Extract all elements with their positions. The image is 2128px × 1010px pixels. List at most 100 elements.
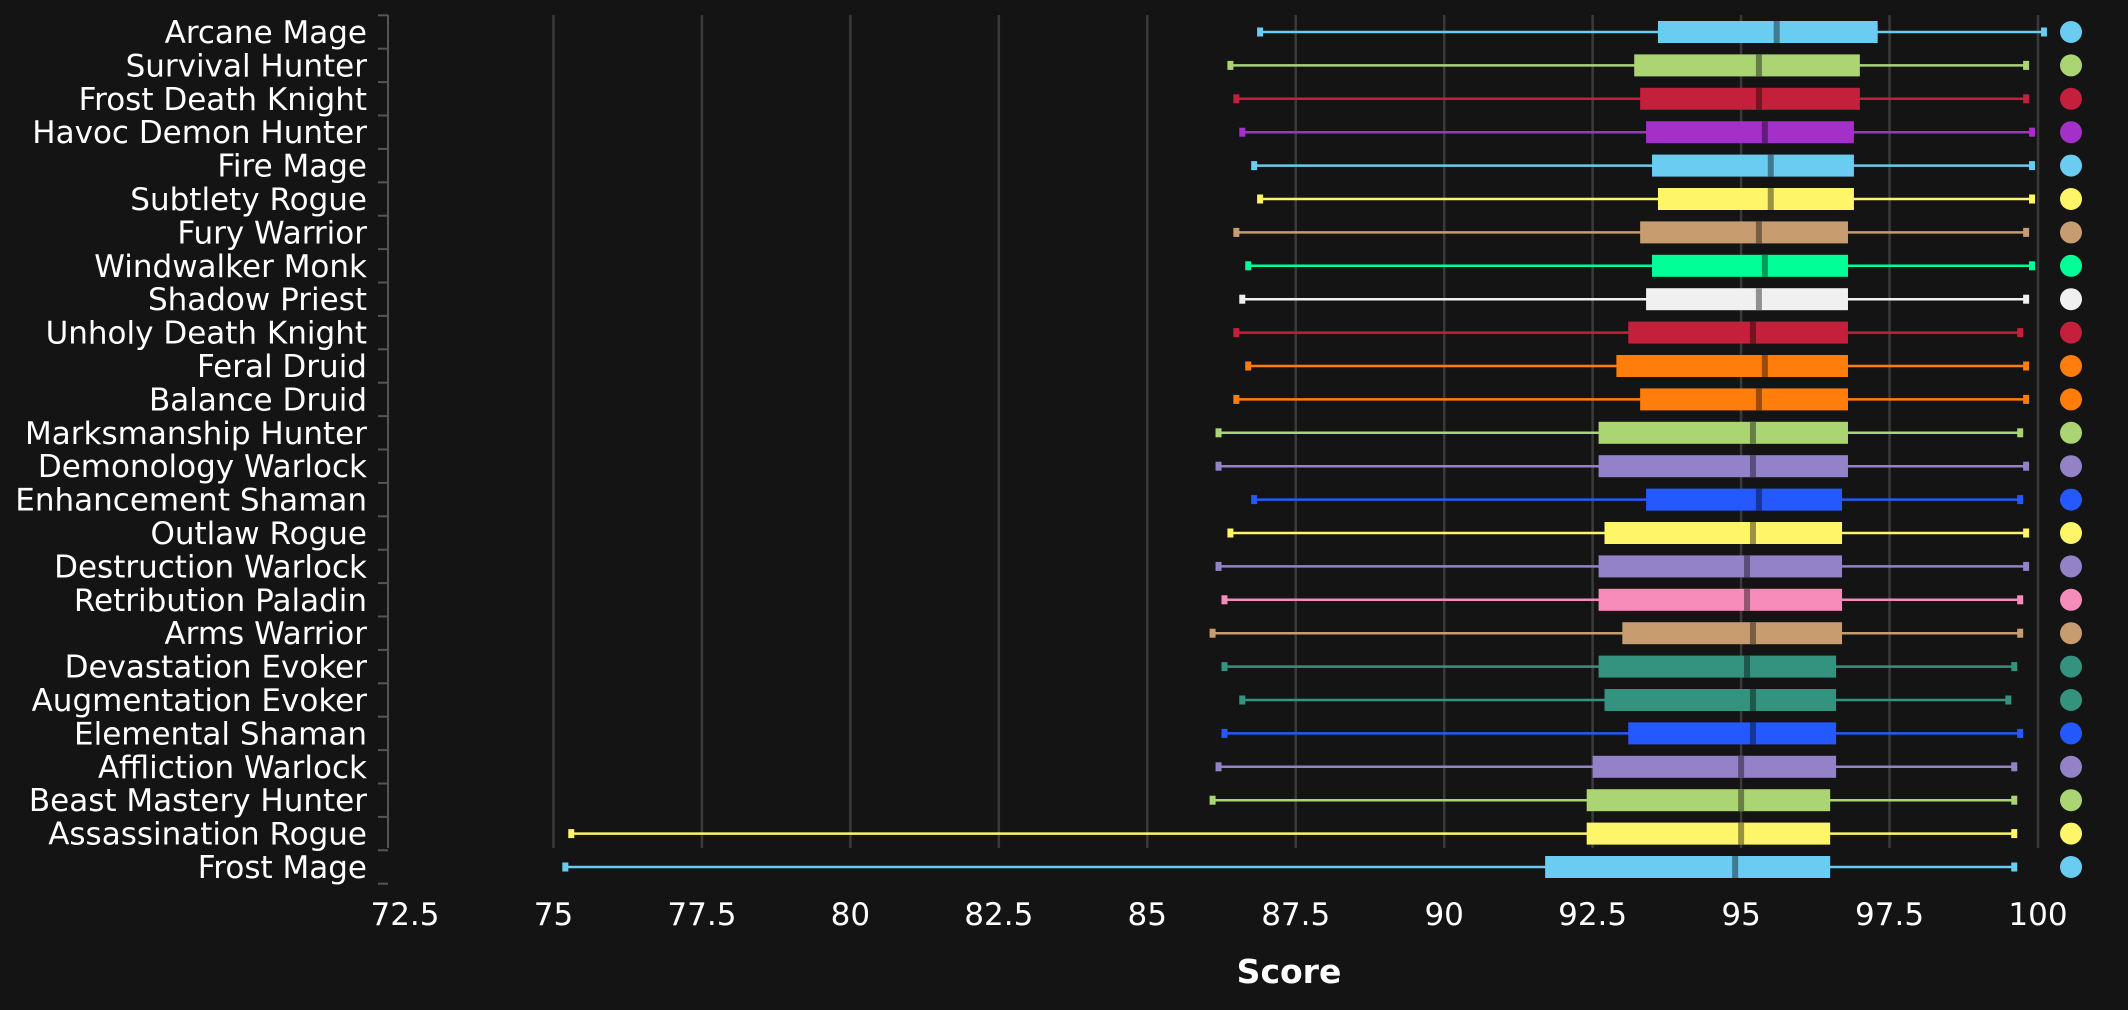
whisker-min-cap xyxy=(1257,194,1264,204)
whisker-min-cap xyxy=(1257,27,1264,37)
iqr-box xyxy=(1622,622,1843,645)
legend-dot xyxy=(2060,388,2082,411)
iqr-box xyxy=(1598,455,1848,478)
legend-dot xyxy=(2060,822,2082,845)
median-marker xyxy=(1767,154,1774,177)
category-label: Elemental Shaman xyxy=(74,716,367,752)
box-row xyxy=(1251,154,2036,177)
whisker-min-cap xyxy=(1221,728,1228,738)
median-marker xyxy=(1749,722,1756,745)
whisker-min-cap xyxy=(1233,94,1240,104)
category-label: Shadow Priest xyxy=(148,282,367,318)
legend-dot xyxy=(2060,789,2082,812)
iqr-box xyxy=(1657,188,1854,210)
x-tick-label: 87.5 xyxy=(1261,897,1330,933)
iqr-box xyxy=(1616,355,1848,377)
box-row xyxy=(1221,655,2018,678)
median-marker xyxy=(1744,588,1751,611)
box-row xyxy=(1233,321,2024,344)
legend-dot xyxy=(2060,522,2082,544)
median-marker xyxy=(1761,355,1768,377)
whisker-max-cap xyxy=(2023,60,2030,70)
category-label: Frost Mage xyxy=(198,850,367,886)
median-marker xyxy=(1773,21,1780,43)
category-label: Havoc Demon Hunter xyxy=(32,115,367,151)
whisker-min-cap xyxy=(1221,662,1228,672)
legend-dot xyxy=(2060,87,2082,110)
whisker-max-cap xyxy=(2011,829,2018,839)
legend-dot xyxy=(2060,321,2082,344)
box-row xyxy=(1251,488,2024,511)
category-label: Feral Druid xyxy=(197,349,367,385)
legend-markers xyxy=(2060,21,2082,878)
category-label: Survival Hunter xyxy=(126,48,368,84)
median-marker xyxy=(1749,455,1756,478)
x-tick-label: 85 xyxy=(1128,897,1167,933)
iqr-box xyxy=(1640,87,1860,110)
median-marker xyxy=(1738,822,1745,845)
legend-dot xyxy=(2060,488,2082,511)
whisker-max-cap xyxy=(2023,294,2030,304)
iqr-box xyxy=(1634,54,1860,77)
median-marker xyxy=(1749,421,1756,444)
whisker-min-cap xyxy=(568,829,575,839)
whisker-max-cap xyxy=(2017,728,2024,738)
median-marker xyxy=(1755,87,1762,110)
box-row xyxy=(1233,388,2030,411)
iqr-box xyxy=(1586,822,1831,845)
legend-dot xyxy=(2060,722,2082,745)
category-label: Augmentation Evoker xyxy=(32,683,368,719)
whisker-max-cap xyxy=(2011,795,2018,805)
whisker-max-cap xyxy=(2023,528,2030,538)
median-marker xyxy=(1744,555,1751,578)
category-label: Devastation Evoker xyxy=(65,650,368,686)
legend-dot xyxy=(2060,21,2082,43)
iqr-box xyxy=(1652,154,1854,177)
box-row xyxy=(1215,421,2024,444)
whisker-min-cap xyxy=(1245,361,1252,371)
median-marker xyxy=(1749,689,1756,711)
median-marker xyxy=(1732,856,1739,878)
box-row xyxy=(1257,21,2047,43)
category-label: Assassination Rogue xyxy=(48,817,367,853)
box-row xyxy=(1227,54,2030,77)
category-label: Unholy Death Knight xyxy=(46,316,367,352)
x-tick-label: 77.5 xyxy=(667,897,736,933)
category-label: Outlaw Rogue xyxy=(150,516,367,552)
legend-dot xyxy=(2060,54,2082,77)
box-row xyxy=(1221,588,2024,611)
box-row xyxy=(1245,254,2036,277)
legend-dot xyxy=(2060,655,2082,678)
legend-dot xyxy=(2060,856,2082,878)
x-tick-label: 82.5 xyxy=(964,897,1033,933)
legend-dot xyxy=(2060,355,2082,377)
whisker-max-cap xyxy=(2017,428,2024,438)
median-marker xyxy=(1761,121,1768,144)
iqr-box xyxy=(1646,488,1843,511)
median-marker xyxy=(1749,522,1756,544)
whisker-max-cap xyxy=(2017,328,2024,338)
x-tick-label: 90 xyxy=(1424,897,1463,933)
iqr-box xyxy=(1604,689,1837,711)
category-label: Windwalker Monk xyxy=(94,249,367,285)
whisker-min-cap xyxy=(1251,161,1258,171)
y-axis xyxy=(378,14,389,885)
whisker-min-cap xyxy=(1245,261,1252,271)
legend-dot xyxy=(2060,421,2082,444)
whisker-min-cap xyxy=(1227,528,1234,538)
iqr-box xyxy=(1657,21,1878,43)
x-tick-label: 92.5 xyxy=(1558,897,1627,933)
iqr-box xyxy=(1646,121,1854,144)
median-marker xyxy=(1749,321,1756,344)
whisker-min-cap xyxy=(1239,127,1246,137)
category-label: Marksmanship Hunter xyxy=(25,416,367,452)
median-marker xyxy=(1749,622,1756,645)
legend-dot xyxy=(2060,755,2082,778)
whisker-max-cap xyxy=(2029,261,2036,271)
iqr-box xyxy=(1646,288,1848,311)
box-row xyxy=(1239,121,2036,144)
box-row xyxy=(1227,522,2030,544)
